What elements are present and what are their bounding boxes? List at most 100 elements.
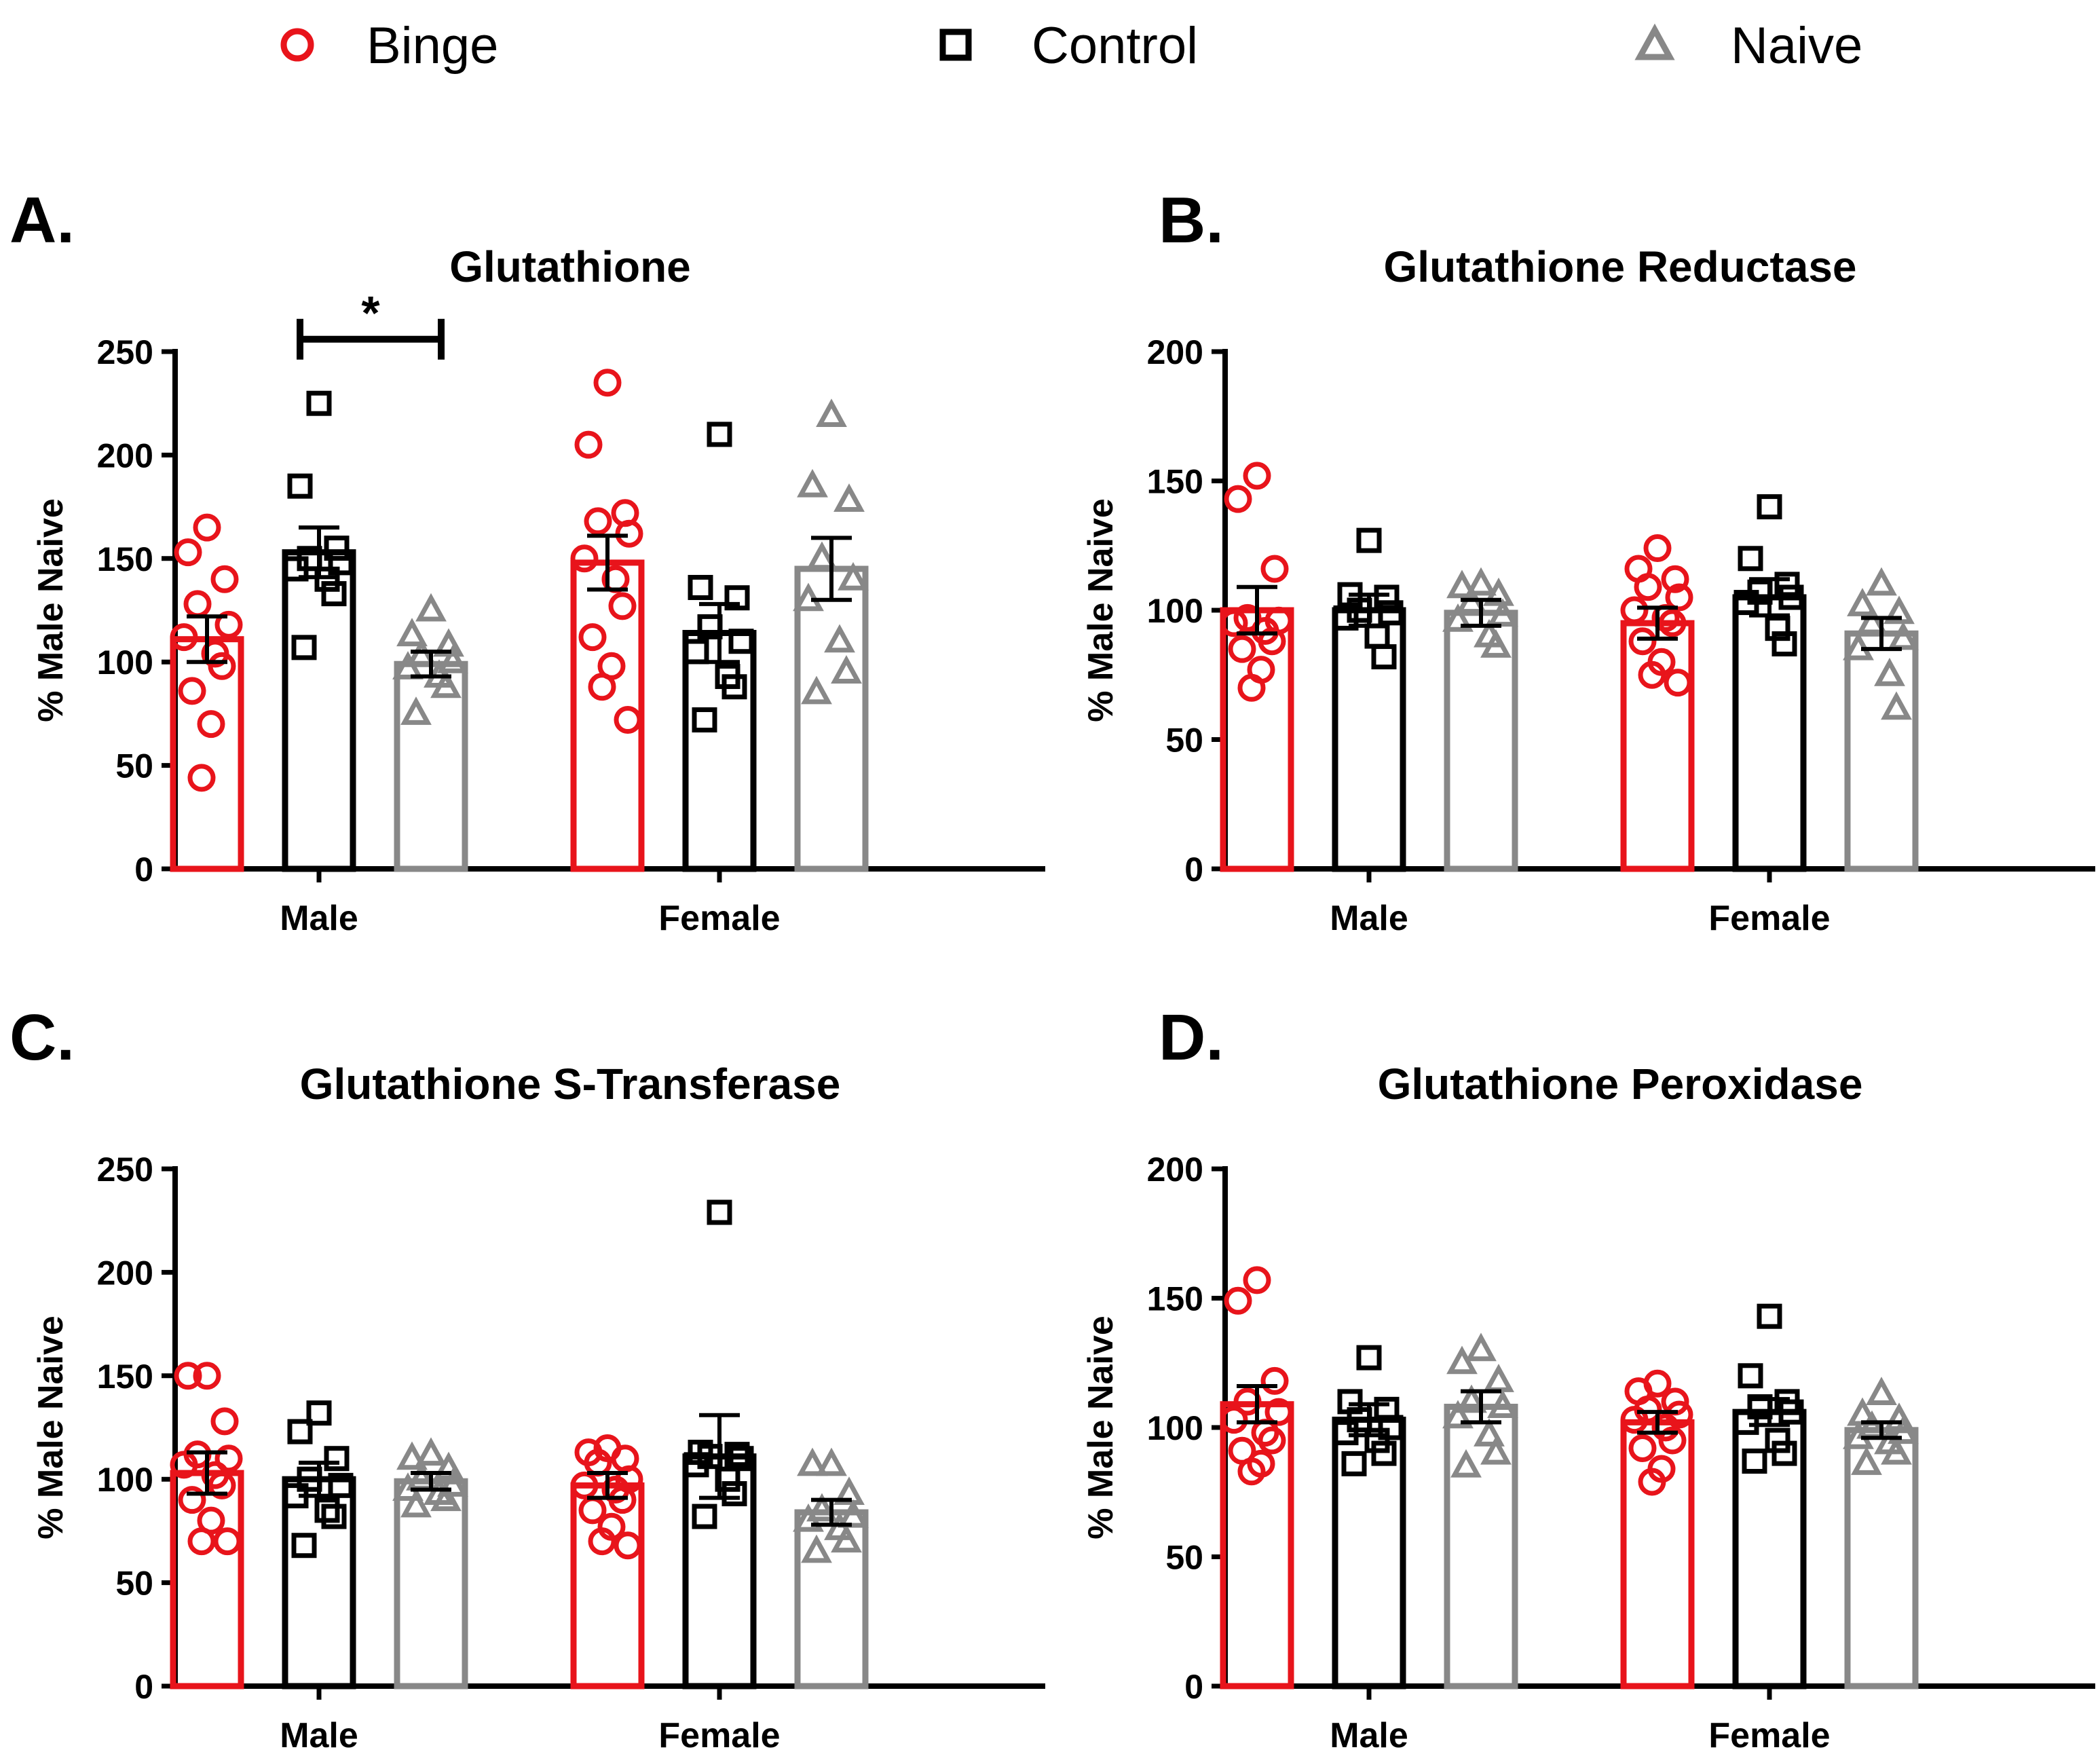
data-point [396, 1441, 428, 1470]
data-point [306, 390, 332, 416]
panel-c-glutathione-s-transferase: C. Glutathione S-Transferase % Male Naive… [0, 926, 1050, 1754]
legend-label-naive: Naive [1731, 17, 1863, 75]
data-point [1661, 565, 1689, 593]
y-tick-label: 0 [1184, 1668, 1203, 1706]
data-point [1733, 1409, 1759, 1435]
bar-naive [1844, 630, 1919, 872]
data-point [183, 590, 212, 618]
data-point [1628, 627, 1657, 656]
legend: Binge Control Naive [0, 0, 2100, 81]
y-tick-label: 0 [134, 851, 153, 889]
bar-group-naive-female [793, 398, 869, 872]
panel-b-glutathione-reductase: B. Glutathione Reductase % Male Naive 0 50 1… [1050, 109, 2100, 937]
chart-title: Glutathione Peroxidase [1378, 1060, 1863, 1108]
x-tick-label: Male [280, 899, 358, 937]
data-point [1664, 669, 1692, 697]
data-point [1465, 567, 1497, 596]
data-point [1483, 577, 1514, 606]
data-point [1220, 609, 1248, 637]
bar-group-binge-female [1620, 534, 1695, 872]
data-point [324, 1446, 350, 1472]
data-point [692, 707, 717, 733]
bar-group-naive-male [392, 1437, 468, 1690]
data-point [724, 585, 750, 611]
bar-group-naive-male [392, 593, 468, 872]
chart-glutathione-s-transferase: Glutathione S-Transferase % Male Naive 0 50… [31, 1060, 1045, 1754]
data-point [1224, 1286, 1252, 1315]
data-point [1237, 1457, 1266, 1486]
data-point [208, 1471, 236, 1499]
bar-group-control-female [1732, 1303, 1807, 1690]
bar-group-naive-female [1843, 1377, 1919, 1690]
data-point [1757, 1303, 1782, 1329]
data-point [1778, 1399, 1804, 1425]
y-tick-label: 50 [115, 1565, 153, 1603]
y-tick-label: 150 [97, 540, 153, 578]
data-point [210, 565, 239, 593]
data-point [324, 536, 350, 561]
data-point [430, 669, 462, 698]
y-tick-label: 0 [1184, 851, 1203, 889]
data-point [1778, 584, 1804, 610]
chart-title: Glutathione S-Transferase [300, 1060, 841, 1108]
data-point [314, 566, 340, 592]
data-point [1658, 609, 1687, 637]
data-point [1356, 527, 1382, 553]
data-point [406, 638, 437, 667]
data-point [1733, 590, 1759, 616]
data-point [213, 1527, 242, 1556]
square-marker-icon [939, 29, 972, 61]
data-point [797, 1447, 828, 1476]
data-point [314, 1497, 340, 1523]
chart-glutathione: Glutathione % Male Naive 0 50 100 150 200 250 Ma… [31, 242, 1045, 937]
data-point [721, 1481, 747, 1507]
data-point [1771, 1440, 1797, 1466]
data-point [1634, 573, 1662, 601]
data-point [1371, 1440, 1397, 1466]
data-point [1487, 1389, 1518, 1419]
data-point [1374, 584, 1400, 610]
data-point [833, 1476, 865, 1506]
data-point [1371, 644, 1397, 670]
y-axis-label: % Male Naive [31, 1316, 71, 1540]
data-point [396, 618, 428, 647]
data-point [1665, 583, 1693, 612]
x-tick-label: Male [1330, 899, 1408, 937]
data-point [178, 677, 206, 705]
data-point [806, 1493, 838, 1522]
data-point [683, 1452, 709, 1478]
data-point [1881, 1436, 1912, 1465]
data-point [400, 1489, 432, 1518]
bar-group-binge-male [1220, 1266, 1294, 1690]
data-point [1237, 673, 1266, 702]
x-tick-label: Female [658, 899, 780, 937]
data-point [1341, 1451, 1367, 1476]
data-point [174, 538, 202, 567]
data-point [1851, 1447, 1882, 1475]
bar-naive [1444, 1404, 1518, 1690]
bar-group-binge-male [170, 1362, 244, 1690]
data-point [1856, 605, 1888, 635]
chart-glutathione-reductase: Glutathione Reductase % Male Naive 0 50 100 1… [1081, 242, 2095, 937]
data-point [570, 544, 599, 573]
y-tick-label: 100 [1147, 592, 1203, 630]
data-point [688, 574, 713, 600]
data-point [833, 483, 865, 512]
data-point [614, 706, 642, 734]
data-point [1774, 572, 1800, 597]
y-tick-label: 150 [1147, 463, 1203, 501]
x-tick-label: Male [280, 1716, 358, 1754]
data-point [1446, 1345, 1478, 1375]
significance-label: * [361, 286, 380, 339]
data-point [1224, 485, 1252, 513]
bar-group-binge-male [170, 513, 244, 872]
data-point [728, 1446, 754, 1472]
y-tick-label: 250 [97, 333, 153, 371]
x-tick-label: Female [1708, 899, 1830, 937]
x-tick-label: Male [1330, 1716, 1408, 1754]
data-point [1456, 1384, 1487, 1413]
data-point [193, 1362, 221, 1390]
data-point [1771, 631, 1797, 657]
y-tick-label: 200 [1147, 1151, 1203, 1189]
chart-title: Glutathione Reductase [1384, 242, 1857, 291]
